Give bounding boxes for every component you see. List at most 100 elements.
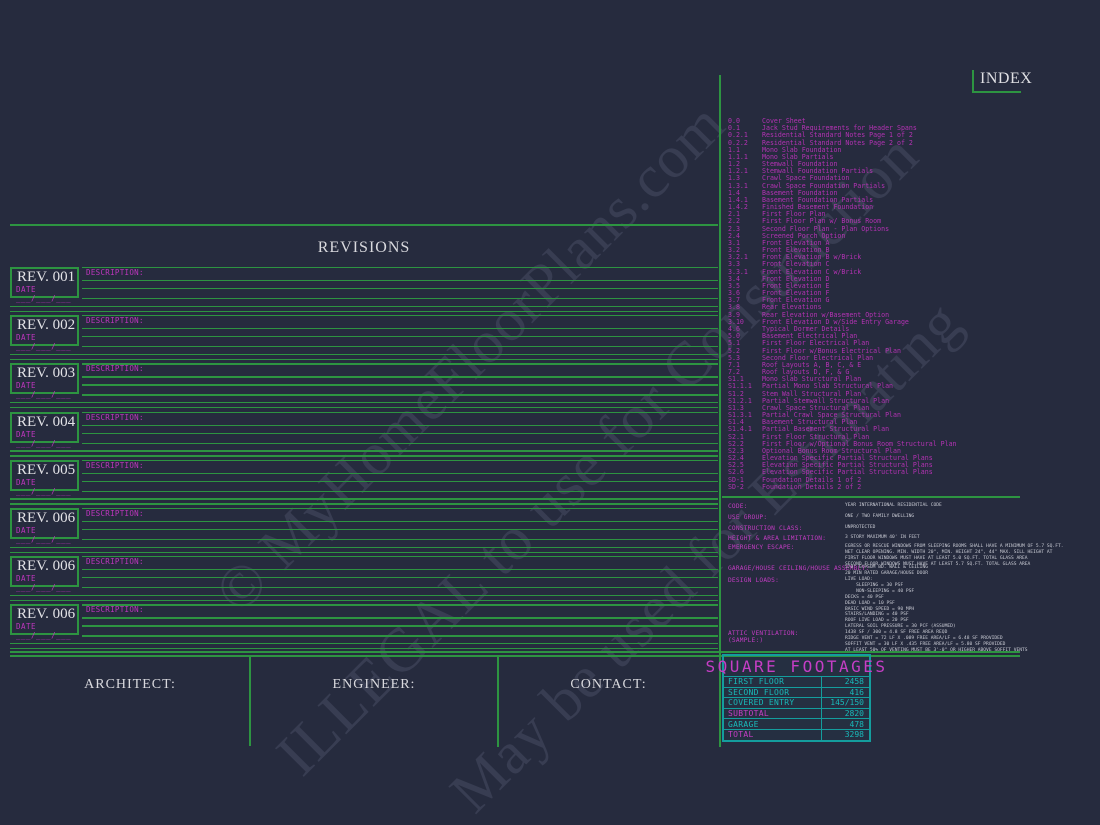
index-entry-title: Elevation Specific Partial Structural Pl… [762,461,933,470]
index-entry: 0.2.2 Residential Standard Notes Page 2 o… [728,139,1020,147]
index-entry-number: S2.1 [728,432,744,441]
revisions-title: REVISIONS [317,239,411,256]
index-entry: 5.0 Basement Electrical Plan [728,332,1020,341]
index-entry-title: Stemwall Foundation Partials [762,167,874,176]
index-entry-number: 3.4 [728,274,740,283]
revision-number: REV. 006 [17,558,76,575]
description-writing-line [82,384,718,386]
index-entry-number: 2.4 [728,231,740,240]
row-separator-line [10,642,718,645]
revision-date: DATE ___/___/___ [16,429,72,448]
description-writing-line [82,521,718,523]
index-entry-title: Partial Mono Slab Structural Plan [762,382,894,391]
index-entry-title: Front Elevation C [762,260,830,269]
index-entry-number: 5.2 [728,346,740,355]
square-footage-label: FIRST FLOOR [728,677,785,687]
index-entry-title: First Floor w/Bonus Electrical Plan [762,346,901,355]
index-entry-title: First Floor w/Optional Bonus Room Struct… [762,439,957,448]
index-entry: S2.4 Elevation Specific Partial Structura… [728,454,1020,463]
index-entry: SD-1 Foundation Details 1 of 2 [728,476,1020,484]
square-footage-value: 145/150 [821,698,869,708]
index-entry-number: S2.2 [728,439,744,448]
revision-row: REV. 002 DATE ___/___/___ DESCRIPTION: [0,315,1100,363]
row-separator-line [10,498,718,500]
index-entry-number: 1.4.1 [728,195,748,204]
square-footages-table: SQUARE FOOTAGES FIRST FLOOR 2458 SECOND FL… [706,654,885,742]
index-entry-title: Mono Slab Partials [762,152,834,161]
index-entry-title: Front Elevation B [762,246,830,255]
index-entry-title: Partial Crawl Space Structural Plan [762,411,901,420]
description-writing-line [82,604,718,606]
square-footage-value: 416 [821,687,869,698]
description-writing-line [82,267,718,269]
code-info-label: HEIGHT & AREA LIMITATION: [728,534,827,542]
index-entry-number: 2.2 [728,217,740,226]
description-label: DESCRIPTION: [86,557,144,567]
index-entry-title: Foundation Details 2 of 2 [762,482,862,491]
index-entry-number: 1.2.1 [728,167,748,176]
code-info-block: CODE: YEAR INTERNATIONAL RESIDENTIAL CODE… [723,497,1064,653]
index-entry-number: S1.2 [728,389,744,398]
revision-row: REV. 005 DATE ___/___/___ DESCRIPTION: [0,459,1100,508]
index-entry-number: 0.0 [728,117,740,125]
sheet-vertical-divider [719,75,721,747]
index-entry-number: S1.2.1 [728,396,752,405]
index-entry-number: 3.6 [728,289,740,298]
revision-box: REV. 006 DATE ___/___/___ [10,508,79,544]
description-label: DESCRIPTION: [86,605,144,615]
revision-row: REV. 006 DATE ___/___/___ DESCRIPTION: [0,604,1100,652]
index-entry: S1.4 Basement Structural Plan [728,418,1020,427]
index-entry: S1.4.1 Partial Basement Structural Plan [728,426,1020,433]
row-separator-line [10,546,718,548]
index-entry: S2.1 First Floor Structural Plan [728,432,1020,441]
index-entry: S1.1.1 Partial Mono Slab Structural Plan [728,383,1020,390]
index-entry-title: First Floor Structural Plan [762,432,870,441]
contact-label: CONTACT: [570,677,647,692]
row-separator-line [10,551,718,553]
index-entry: 7.2 Roof layouts D, F, & G [728,368,1020,377]
index-entry: S2.5 Elevation Specific Partial Structura… [728,462,1020,469]
index-entry: 2.1 First Floor Plan [728,210,1020,219]
index-entry-title: Basement Electrical Plan [762,332,858,341]
description-writing-line [82,328,718,330]
description-writing-line [82,577,718,579]
index-entry-number: 3.2 [728,246,740,255]
row-separator-line [10,647,718,650]
code-info-values: 5/8" GYPSUM BD. WALL & CEILING 20 MIN RA… [845,565,928,576]
code-info-values: 1438 SF / 300 = 4.8 SF FREE AREA REQD RI… [845,630,1028,653]
code-info-label: EMERGENCY ESCAPE: [728,544,795,551]
square-footage-value: 2820 [821,708,869,719]
index-entry-title: Front Elevation G [762,296,830,305]
index-entry-number: S2.4 [728,454,744,463]
index-entry-number: 3.7 [728,296,740,305]
description-writing-line [82,376,718,378]
square-footage-label: SUBTOTAL [728,709,769,719]
description-label: DESCRIPTION: [86,509,144,518]
index-entry: S2.6 Elevation Specific Partial Structura… [728,469,1020,476]
index-entry-number: S1.4 [728,418,744,427]
description-writing-line [82,490,718,493]
index-entry: 3.10 Front Elevation D w/Side Entry Garag… [728,318,1020,326]
index-entry-title: Finished Basement Foundation [762,203,874,212]
square-footage-row: SECOND FLOOR 416 [724,686,869,698]
square-footage-label: TOTAL [728,730,754,740]
index-entry-title: Crawl Space Foundation Partials [762,181,886,190]
index-entry: S1.2 Stem Wall Structural Plan [728,389,1020,398]
index-entry: 3.5 Front Elevation E [728,282,1020,290]
index-entry-title: Second Floor Plan - Plan Options [762,224,890,233]
revision-number: REV. 006 [17,510,76,526]
index-entry-number: 7.2 [728,368,740,377]
index-entry: 1.2.1 Stemwall Foundation Partials [728,167,1020,176]
index-entry-number: 5.0 [728,332,740,341]
index-entry-number: SD-2 [728,482,744,491]
index-entry-number: 3.3 [728,260,740,269]
code-info-sublabel: (SAMPLE:) [728,637,764,644]
square-footage-value: 3298 [821,729,869,740]
description-writing-line [82,617,718,619]
index-entry-number: S1.3.1 [728,411,752,420]
index-entry: S2.3 Optional Bonus Room Structural Plan [728,447,1020,455]
revision-date: DATE ___/___/___ [16,285,72,303]
index-entry-title: First Floor Plan [762,210,826,219]
index-entry-number: 1.4 [728,188,740,197]
sheet-index-list: 0.0 Cover Sheet 0.1 Jack Stud Requirements … [728,117,1020,491]
